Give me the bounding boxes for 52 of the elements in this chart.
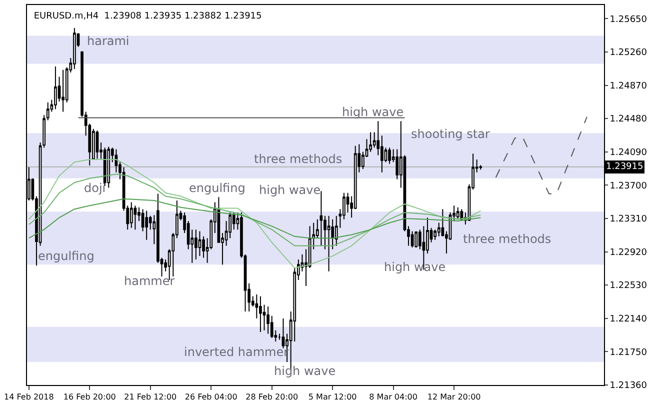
y-tick-label: 1.23310: [610, 214, 648, 225]
annotation: harami: [87, 34, 130, 48]
y-tick-label: 1.24870: [610, 81, 648, 92]
candlestick: [194, 229, 198, 260]
x-tick-label: 21 Feb 12:00: [124, 392, 177, 402]
candlestick: [327, 215, 330, 272]
annotation: engulfing: [189, 181, 246, 195]
candlestick: [134, 205, 137, 230]
candlestick: [388, 147, 391, 164]
x-tick-label: 28 Feb 20:00: [246, 392, 298, 402]
annotation: high wave: [342, 105, 404, 119]
candlestick: [62, 69, 64, 112]
y-tick-label: 1.22530: [610, 281, 648, 292]
candlestick: [130, 202, 133, 228]
candlestick: [145, 210, 148, 240]
candlestick: [96, 130, 99, 160]
y-tick-label: 1.25260: [610, 48, 648, 58]
candlestick: [259, 296, 262, 333]
y-tick-label: 1.24090: [610, 148, 648, 158]
x-tick-label: 8 Mar 04:00: [369, 392, 418, 402]
x-tick-label: 12 Mar 20:00: [427, 392, 481, 402]
text: EURUSD.m,H4 1.23908 1.23935 1.23882 1.23915: [34, 12, 262, 22]
candlestick: [54, 66, 57, 110]
candlestick: [46, 102, 50, 121]
candlestick: [266, 306, 270, 334]
annotation: high wave: [274, 364, 336, 378]
ref-line-label: 1.23915: [606, 162, 644, 172]
annotation: doji: [84, 181, 106, 195]
candlestick: [198, 230, 202, 257]
y-tick-label: 1.24480: [610, 114, 648, 125]
annotation: shooting star: [411, 127, 490, 141]
x-tick-label: 26 Feb 04:00: [184, 392, 238, 402]
y-tick-label: 1.22920: [610, 248, 648, 258]
y-tick-label: 1.25650: [610, 14, 648, 25]
x-tick-label: 5 Mar 12:00: [308, 392, 357, 402]
annotation: three methods: [254, 152, 342, 166]
annotation: high wave: [259, 183, 321, 197]
x-tick-label: 16 Feb 20:00: [63, 392, 116, 402]
candlestick: [107, 146, 110, 188]
y-tick-label: 1.21750: [610, 348, 648, 358]
x-tick-label: 14 Feb 2018: [4, 392, 54, 402]
candlestick: [320, 190, 323, 246]
candlestick: [456, 206, 460, 220]
annotation: engulfing: [38, 249, 94, 263]
candlestick: [73, 28, 76, 70]
y-tick-label: 1.21360: [610, 381, 648, 392]
y-tick-label: 1.22140: [610, 314, 648, 325]
annotation: hammer: [124, 274, 175, 288]
candlestick: [414, 230, 418, 248]
annotation: three methods: [463, 232, 552, 246]
line-series: [495, 116, 588, 194]
y-tick-label: 1.23700: [610, 181, 648, 192]
